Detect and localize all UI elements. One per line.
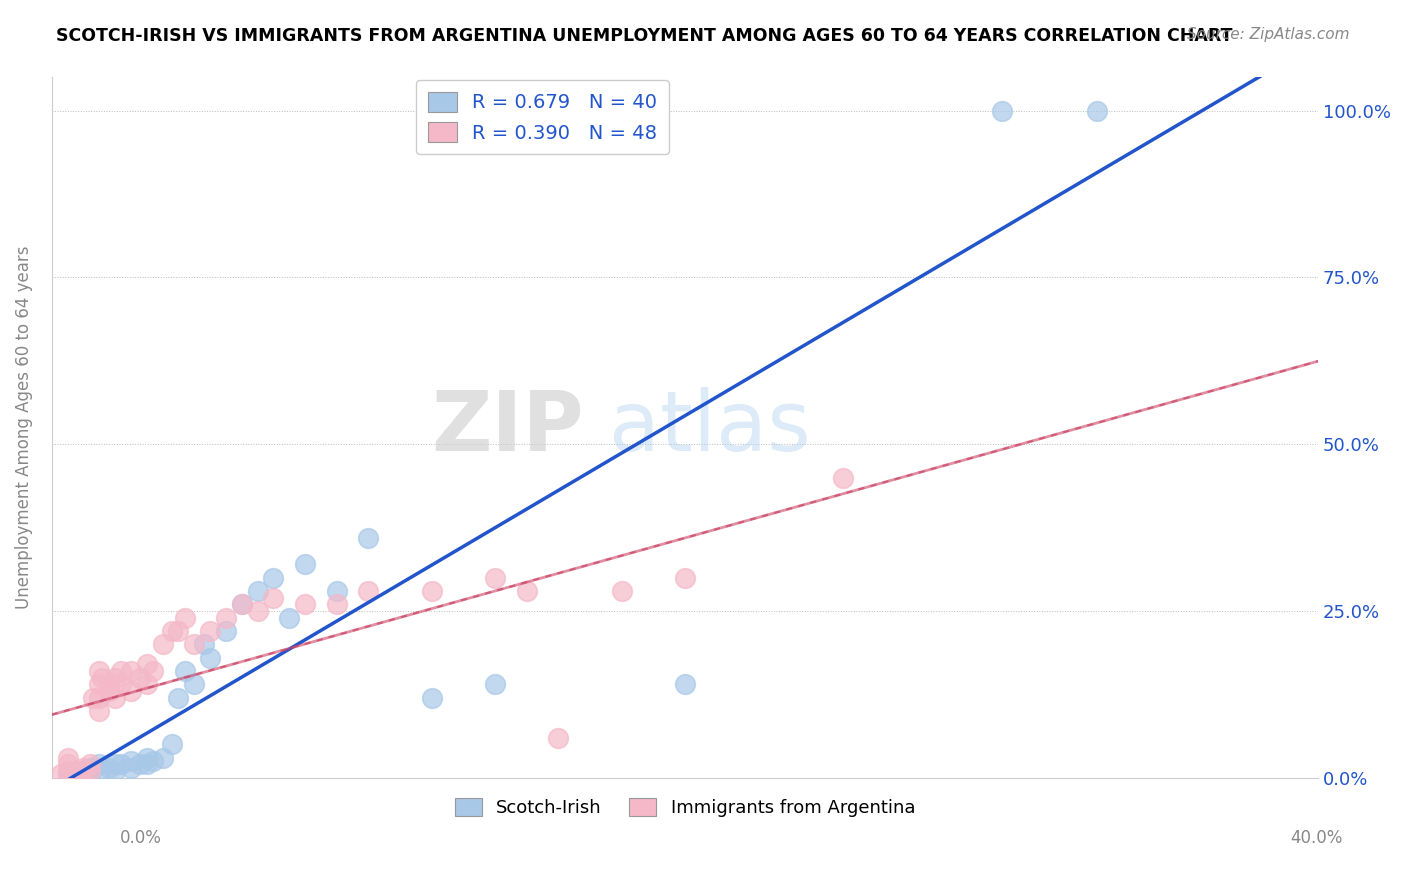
- Point: [66, 764, 89, 778]
- Point: [152, 637, 174, 651]
- Point: [89, 690, 111, 705]
- Point: [79, 764, 101, 778]
- Point: [120, 684, 142, 698]
- Point: [135, 677, 157, 691]
- Point: [56, 750, 79, 764]
- Text: atlas: atlas: [609, 387, 811, 468]
- Point: [56, 765, 79, 780]
- Point: [97, 760, 120, 774]
- Point: [120, 664, 142, 678]
- Point: [89, 677, 111, 691]
- Point: [91, 671, 114, 685]
- Point: [129, 757, 152, 772]
- Point: [198, 650, 221, 665]
- Text: Source: ZipAtlas.com: Source: ZipAtlas.com: [1187, 27, 1350, 42]
- Point: [516, 583, 538, 598]
- Point: [72, 764, 94, 778]
- Point: [420, 690, 443, 705]
- Point: [89, 664, 111, 678]
- Point: [246, 583, 269, 598]
- Point: [142, 664, 165, 678]
- Point: [56, 767, 79, 781]
- Point: [110, 677, 132, 691]
- Point: [357, 531, 380, 545]
- Point: [262, 591, 284, 605]
- Point: [110, 664, 132, 678]
- Point: [66, 764, 89, 778]
- Point: [673, 677, 696, 691]
- Point: [231, 597, 253, 611]
- Point: [72, 760, 94, 774]
- Point: [135, 750, 157, 764]
- Text: ZIP: ZIP: [432, 387, 583, 468]
- Point: [63, 768, 86, 782]
- Point: [72, 767, 94, 781]
- Point: [160, 737, 183, 751]
- Point: [990, 103, 1012, 118]
- Point: [79, 760, 101, 774]
- Point: [357, 583, 380, 598]
- Point: [120, 760, 142, 774]
- Point: [484, 570, 506, 584]
- Point: [484, 677, 506, 691]
- Point: [56, 757, 79, 772]
- Text: 0.0%: 0.0%: [120, 829, 162, 847]
- Point: [89, 704, 111, 718]
- Point: [135, 657, 157, 672]
- Point: [97, 677, 120, 691]
- Text: 40.0%: 40.0%: [1291, 829, 1343, 847]
- Point: [673, 570, 696, 584]
- Point: [193, 637, 215, 651]
- Point: [173, 610, 195, 624]
- Point: [82, 690, 104, 705]
- Point: [262, 570, 284, 584]
- Point: [152, 750, 174, 764]
- Point: [183, 677, 205, 691]
- Point: [278, 610, 301, 624]
- Point: [79, 757, 101, 772]
- Point: [110, 757, 132, 772]
- Point: [129, 671, 152, 685]
- Point: [167, 690, 190, 705]
- Point: [215, 624, 238, 638]
- Point: [51, 767, 73, 781]
- Point: [89, 764, 111, 778]
- Point: [97, 684, 120, 698]
- Point: [104, 757, 127, 772]
- Y-axis label: Unemployment Among Ages 60 to 64 years: Unemployment Among Ages 60 to 64 years: [15, 246, 32, 609]
- Point: [104, 764, 127, 778]
- Point: [79, 767, 101, 781]
- Point: [246, 604, 269, 618]
- Point: [142, 754, 165, 768]
- Point: [832, 470, 855, 484]
- Point: [610, 583, 633, 598]
- Legend: Scotch-Irish, Immigrants from Argentina: Scotch-Irish, Immigrants from Argentina: [447, 790, 922, 824]
- Point: [104, 671, 127, 685]
- Point: [135, 757, 157, 772]
- Point: [1085, 103, 1108, 118]
- Point: [547, 731, 569, 745]
- Point: [72, 767, 94, 781]
- Point: [173, 664, 195, 678]
- Point: [167, 624, 190, 638]
- Point: [198, 624, 221, 638]
- Point: [183, 637, 205, 651]
- Point: [215, 610, 238, 624]
- Point: [294, 558, 316, 572]
- Point: [231, 597, 253, 611]
- Point: [160, 624, 183, 638]
- Point: [325, 583, 347, 598]
- Point: [420, 583, 443, 598]
- Point: [89, 757, 111, 772]
- Point: [56, 764, 79, 778]
- Point: [120, 754, 142, 768]
- Text: SCOTCH-IRISH VS IMMIGRANTS FROM ARGENTINA UNEMPLOYMENT AMONG AGES 60 TO 64 YEARS: SCOTCH-IRISH VS IMMIGRANTS FROM ARGENTIN…: [56, 27, 1233, 45]
- Point: [104, 690, 127, 705]
- Point: [63, 767, 86, 781]
- Point: [294, 597, 316, 611]
- Point: [325, 597, 347, 611]
